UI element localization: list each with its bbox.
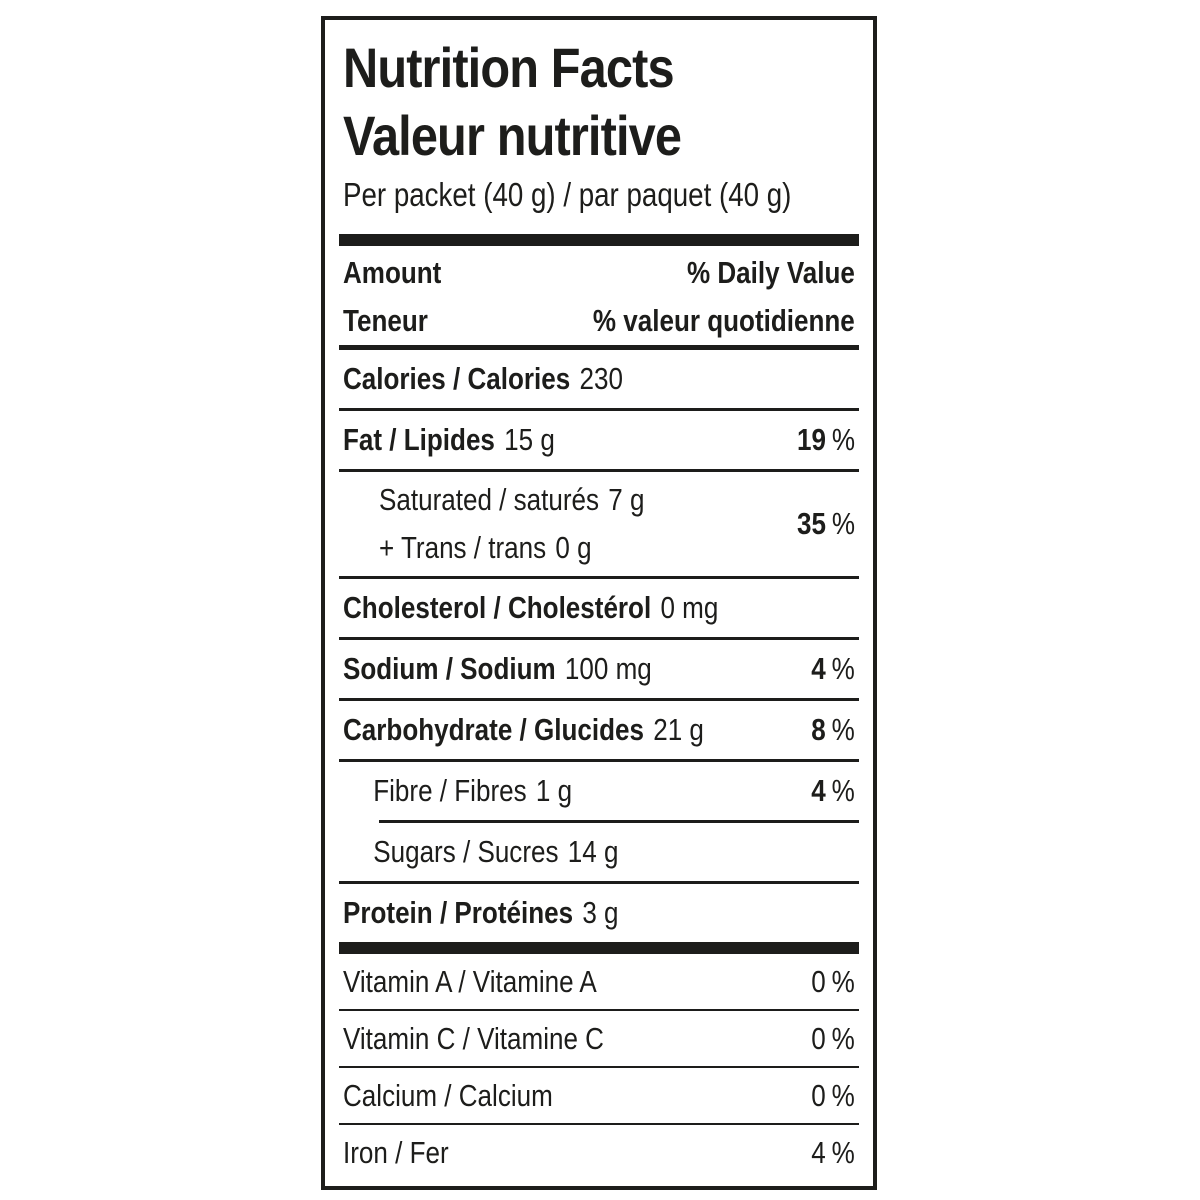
separator-rule xyxy=(339,576,859,579)
percent-sign: % xyxy=(831,773,855,808)
sugars-amount: 14 g xyxy=(567,834,619,869)
thick-rule-bottom xyxy=(339,942,859,954)
separator-rule xyxy=(339,408,859,411)
label-title-en-text: Nutrition Facts xyxy=(343,36,675,99)
cholesterol-name: Cholesterol / Cholestérol xyxy=(343,590,652,625)
percent-sign: % xyxy=(831,651,855,686)
fibre-name: Fibre / Fibres xyxy=(373,773,527,808)
row-sodium: Sodium / Sodium 100 mg 4 % xyxy=(325,640,873,698)
vitamin-c-name: Vitamin C / Vitamine C xyxy=(343,1020,604,1056)
percent-sign: % xyxy=(831,1134,855,1170)
percent-sign: % xyxy=(831,1077,855,1113)
label-title-en: Nutrition Facts xyxy=(343,34,873,102)
row-carbohydrate: Carbohydrate / Glucides 21 g 8 % xyxy=(325,701,873,759)
saturated-line: Saturated / saturés 7 g xyxy=(379,476,644,524)
row-iron: Iron / Fer 4 % xyxy=(325,1125,873,1180)
label-title-fr-text: Valeur nutritive xyxy=(343,104,682,167)
calories-amount: 230 xyxy=(579,361,623,396)
amount-header-en: Amount xyxy=(343,255,442,290)
column-header-row-fr: Teneur % valeur quotidienne xyxy=(343,297,855,345)
row-vitamin-c: Vitamin C / Vitamine C 0 % xyxy=(325,1011,873,1066)
separator-rule xyxy=(339,698,859,701)
label-title-fr: Valeur nutritive xyxy=(343,102,873,170)
trans-name: + Trans / trans xyxy=(379,530,547,565)
fat-amount: 15 g xyxy=(504,422,555,457)
saturated-name: Saturated / saturés xyxy=(379,482,600,517)
separator-rule xyxy=(339,469,859,472)
carbohydrate-daily-value: 8 % xyxy=(811,712,855,747)
row-fat: Fat / Lipides 15 g 19 % xyxy=(325,411,873,469)
fibre-amount: 1 g xyxy=(535,773,573,808)
separator-rule-indented xyxy=(379,820,859,823)
calories-name: Calories / Calories xyxy=(343,361,571,396)
carbohydrate-amount: 21 g xyxy=(653,712,704,747)
row-sugars: Sugars / Sucres 14 g xyxy=(325,823,873,881)
nutrition-facts-label: Nutrition Facts Valeur nutritive Per pac… xyxy=(321,16,877,1190)
sodium-daily-value: 4 % xyxy=(811,651,855,686)
sugars-name: Sugars / Sucres xyxy=(373,834,559,869)
row-fibre: Fibre / Fibres 1 g 4 % xyxy=(325,762,873,820)
calcium-daily-value: 0 % xyxy=(811,1077,855,1113)
percent-sign: % xyxy=(831,963,855,999)
row-saturated-trans: Saturated / saturés 7 g + Trans / trans … xyxy=(325,472,873,576)
serving-size-line: Per packet (40 g) / par paquet (40 g) xyxy=(343,176,792,213)
row-calories: Calories / Calories 230 xyxy=(325,350,873,408)
hairline-rule xyxy=(339,1123,859,1125)
cholesterol-amount: 0 mg xyxy=(660,590,719,625)
trans-amount: 0 g xyxy=(555,530,592,565)
hairline-rule xyxy=(339,1066,859,1068)
calcium-name: Calcium / Calcium xyxy=(343,1077,553,1113)
carbohydrate-name: Carbohydrate / Glucides xyxy=(343,712,644,747)
vitamin-a-daily-value: 0 % xyxy=(811,963,855,999)
iron-name: Iron / Fer xyxy=(343,1134,449,1170)
daily-value-header-en: % Daily Value xyxy=(687,255,855,290)
separator-rule xyxy=(339,637,859,640)
protein-amount: 3 g xyxy=(582,895,619,930)
fat-daily-value: 19 % xyxy=(796,422,855,457)
protein-name: Protein / Protéines xyxy=(343,895,574,930)
medium-rule xyxy=(339,345,859,350)
fat-name: Fat / Lipides xyxy=(343,422,495,457)
saturated-amount: 7 g xyxy=(608,482,645,517)
trans-line: + Trans / trans 0 g xyxy=(379,524,644,572)
daily-value-header-fr: % valeur quotidienne xyxy=(593,303,855,338)
percent-sign: % xyxy=(831,712,855,747)
fibre-daily-value: 4 % xyxy=(811,773,855,808)
row-protein: Protein / Protéines 3 g xyxy=(325,884,873,942)
row-cholesterol: Cholesterol / Cholestérol 0 mg xyxy=(325,579,873,637)
separator-rule xyxy=(339,881,859,884)
column-header-row-en: Amount % Daily Value xyxy=(343,249,855,297)
hairline-rule xyxy=(339,1009,859,1011)
amount-header-fr: Teneur xyxy=(343,303,428,338)
percent-sign: % xyxy=(831,1020,855,1056)
sodium-amount: 100 mg xyxy=(564,651,652,686)
column-header: Amount % Daily Value Teneur % valeur quo… xyxy=(325,246,873,345)
vitamin-c-daily-value: 0 % xyxy=(811,1020,855,1056)
row-vitamin-a: Vitamin A / Vitamine A 0 % xyxy=(325,954,873,1009)
percent-sign: % xyxy=(831,422,855,457)
row-calcium: Calcium / Calcium 0 % xyxy=(325,1068,873,1123)
separator-rule xyxy=(339,759,859,762)
thick-rule-top xyxy=(339,234,859,246)
vitamin-a-name: Vitamin A / Vitamine A xyxy=(343,963,597,999)
sodium-name: Sodium / Sodium xyxy=(343,651,556,686)
percent-sign: % xyxy=(831,506,855,541)
saturated-daily-value: 35 % xyxy=(796,506,855,541)
iron-daily-value: 4 % xyxy=(811,1134,855,1170)
